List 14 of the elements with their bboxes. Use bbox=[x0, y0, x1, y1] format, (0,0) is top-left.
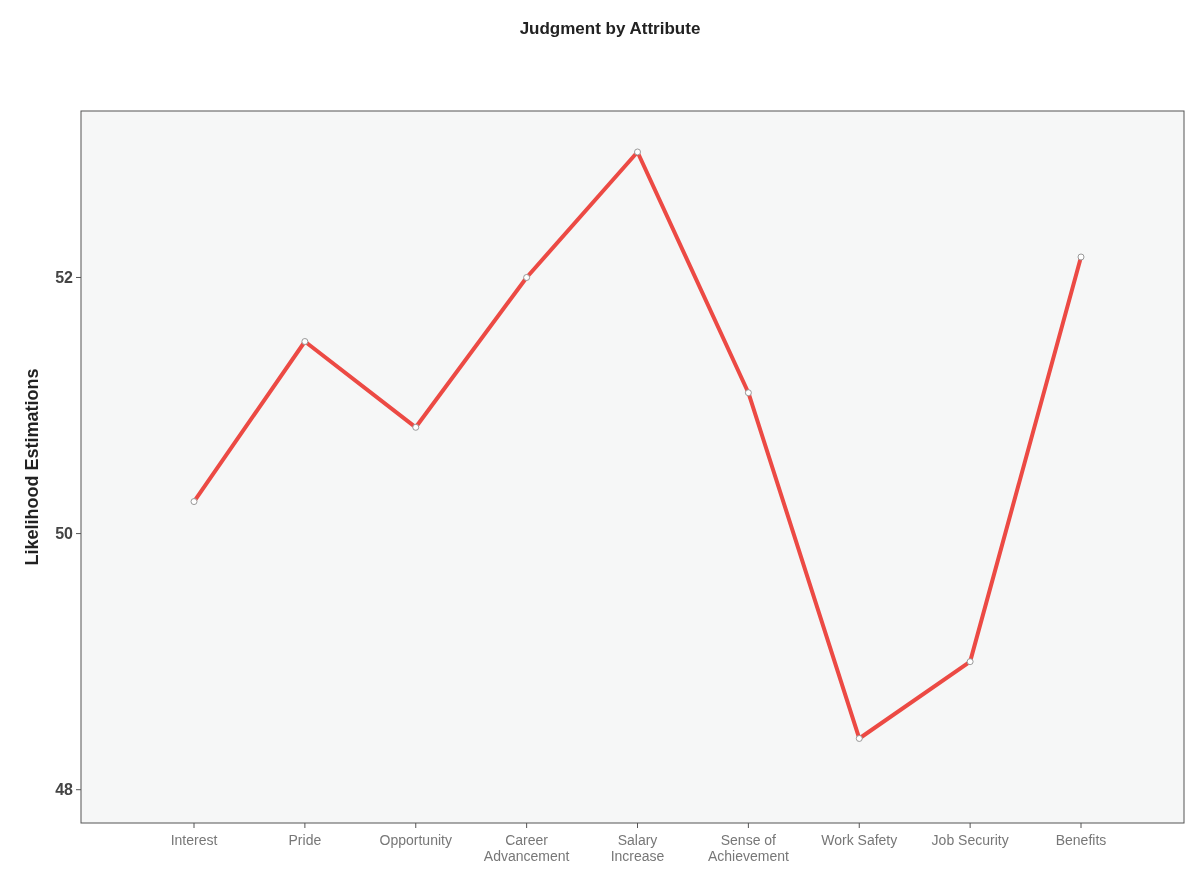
x-tick-label: Job Security bbox=[931, 832, 1009, 848]
y-axis-title: Likelihood Estimations bbox=[22, 368, 42, 566]
x-tick-label: Salary Increase bbox=[610, 832, 665, 864]
y-tick-label: 50 bbox=[55, 525, 74, 543]
x-tick-label: Sense of Achievement bbox=[707, 832, 789, 864]
y-tick-label: 48 bbox=[55, 781, 74, 799]
x-tick-label: Career Advancement bbox=[483, 832, 570, 864]
x-tick-label: Interest bbox=[170, 832, 218, 848]
chart-title: Judgment by Attribute bbox=[519, 19, 701, 38]
x-tick-label: Opportunity bbox=[379, 832, 452, 848]
y-tick-label: 52 bbox=[55, 269, 74, 287]
x-tick-label: Pride bbox=[288, 832, 322, 848]
x-tick-label: Work Safety bbox=[821, 832, 898, 848]
x-tick-label: Benefits bbox=[1055, 832, 1107, 848]
